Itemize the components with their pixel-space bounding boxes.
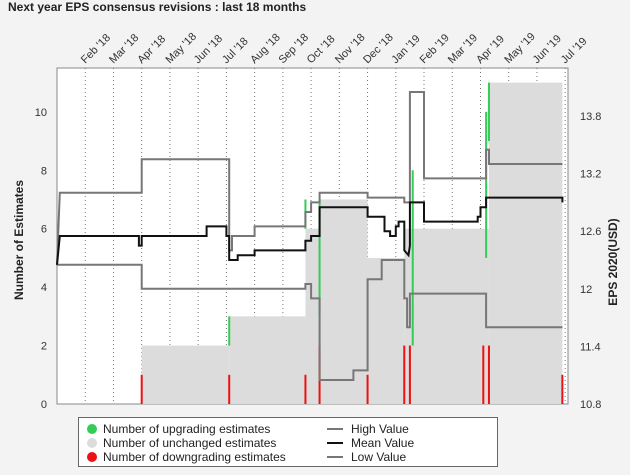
x-tick-label: Jan '19 bbox=[389, 33, 422, 66]
value-lines bbox=[56, 91, 564, 381]
legend-mean-label: Mean Value bbox=[351, 436, 415, 450]
x-tick-label: Apr '18 bbox=[135, 33, 168, 66]
unchanged-bars bbox=[141, 82, 563, 404]
downgrading-bar bbox=[140, 374, 143, 404]
red-dot-icon bbox=[87, 452, 97, 462]
x-tick-label: Apr '19 bbox=[474, 33, 507, 66]
x-tick-label: Mar '19 bbox=[446, 32, 480, 66]
legend-upgrading: Number of upgrading estimates bbox=[87, 422, 270, 436]
x-tick-label: Jul '18 bbox=[220, 35, 251, 66]
legend-unchanged-label: Number of unchanged estimates bbox=[103, 436, 277, 450]
downgrading-bar bbox=[403, 345, 406, 404]
x-tick-label: Feb '18 bbox=[79, 32, 113, 66]
downgrading-bar bbox=[366, 374, 369, 404]
line-swatch-icon bbox=[327, 442, 343, 444]
line-swatch-icon bbox=[327, 456, 343, 458]
upgrading-bar bbox=[485, 111, 488, 258]
legend-downgrading-label: Number of downgrading estimates bbox=[103, 450, 286, 464]
y-right-tick-label: 11.4 bbox=[580, 341, 601, 353]
legend: Number of upgrading estimates Number of … bbox=[78, 417, 498, 467]
y-right-tick-label: 12.6 bbox=[580, 226, 601, 238]
y-right-tick-label: 13.2 bbox=[580, 169, 601, 181]
legend-mean: Mean Value bbox=[327, 436, 414, 450]
y-left-tick-label: 10 bbox=[35, 107, 47, 119]
downgrading-bar bbox=[482, 345, 485, 404]
x-tick-label: Sep '18 bbox=[276, 31, 311, 66]
y-left-tick-label: 2 bbox=[41, 341, 47, 353]
unchanged-bar bbox=[141, 345, 230, 404]
y-left-tick-label: 6 bbox=[41, 224, 47, 236]
unchanged-bar bbox=[404, 228, 489, 404]
y-right-label: EPS 2020(USD) bbox=[606, 218, 620, 305]
x-tick-label: Jul '19 bbox=[559, 35, 590, 66]
x-tick-label: Feb '19 bbox=[418, 32, 452, 66]
green-dot-icon bbox=[87, 424, 97, 434]
x-tick-label: Dec '18 bbox=[361, 32, 396, 67]
mean-value-line bbox=[56, 196, 564, 265]
downgrading-bar bbox=[228, 374, 231, 404]
downgrading-bar bbox=[487, 345, 490, 404]
legend-upgrading-label: Number of upgrading estimates bbox=[103, 422, 271, 436]
unchanged-bar bbox=[305, 228, 320, 404]
unchanged-bar bbox=[319, 199, 368, 404]
y-right-tick-label: 12 bbox=[580, 284, 592, 296]
chart-title: Next year EPS consensus revisions : last… bbox=[8, 0, 307, 14]
upgrading-bar bbox=[318, 199, 321, 317]
upgrading-bar bbox=[487, 82, 490, 142]
legend-low: Low Value bbox=[327, 450, 406, 464]
upgrading-bar bbox=[411, 170, 414, 346]
y-left-tick-label: 8 bbox=[41, 165, 47, 177]
unchanged-bar bbox=[229, 316, 306, 404]
high-value-line bbox=[56, 91, 563, 265]
line-swatch-icon bbox=[327, 428, 343, 430]
y-axis-left: 0 2 4 6 8 10 bbox=[35, 107, 47, 411]
legend-unchanged: Number of unchanged estimates bbox=[87, 436, 276, 450]
downgrading-bar bbox=[561, 374, 564, 404]
gray-dot-icon bbox=[87, 438, 97, 448]
low-value-line bbox=[57, 259, 563, 381]
y-left-label: Number of Estimates bbox=[12, 180, 26, 300]
legend-downgrading: Number of downgrading estimates bbox=[87, 450, 286, 464]
x-tick-label: Nov '18 bbox=[333, 32, 368, 67]
y-axis-right: 10.8 11.4 12 12.6 13.2 13.8 bbox=[580, 111, 601, 411]
y-right-tick-label: 13.8 bbox=[580, 111, 601, 123]
downgrading-bar bbox=[304, 374, 307, 404]
x-tick-label: Oct '18 bbox=[305, 33, 338, 66]
y-left-tick-label: 4 bbox=[41, 282, 47, 294]
downgrading-bar bbox=[408, 345, 411, 404]
legend-low-label: Low Value bbox=[351, 450, 407, 464]
x-tick-label: Aug '18 bbox=[248, 31, 283, 66]
legend-high-label: High Value bbox=[351, 422, 409, 436]
unchanged-bar bbox=[367, 257, 405, 404]
unchanged-bar bbox=[488, 82, 563, 404]
x-tick-label: Mar '18 bbox=[107, 32, 141, 66]
y-right-tick-label: 10.8 bbox=[580, 399, 601, 411]
y-left-tick-label: 0 bbox=[41, 399, 47, 411]
legend-high: High Value bbox=[327, 422, 409, 436]
upgrading-bar bbox=[228, 316, 231, 346]
